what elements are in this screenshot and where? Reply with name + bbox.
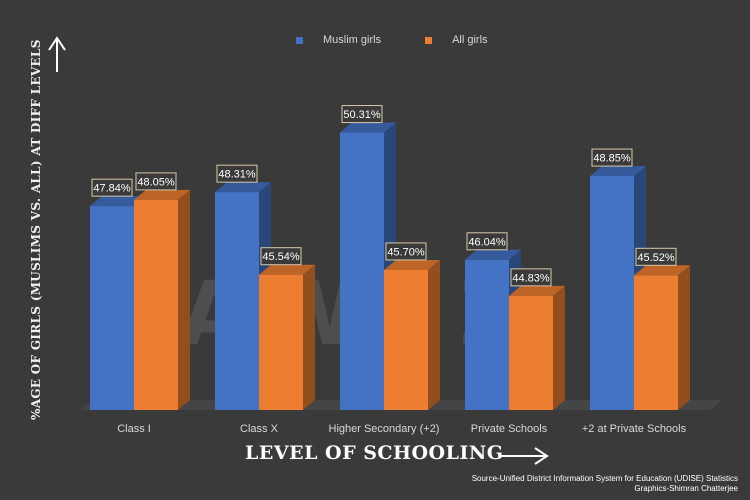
data-label-box-all-4 [635, 247, 677, 266]
bar-top-muslim-4 [590, 166, 646, 177]
data-label-muslim-3: 46.04% [468, 236, 506, 248]
source-credit: Source-Unified District Information Syst… [472, 474, 738, 494]
legend-label-all: All girls [452, 34, 488, 46]
data-label-box-muslim-4 [591, 148, 633, 167]
bar-muslim-2 [340, 132, 384, 410]
bar-top-all-1 [259, 264, 315, 275]
bar-side-all-1 [303, 264, 315, 410]
bar-muslim-3 [465, 259, 509, 410]
y-axis-arrow-head [48, 36, 66, 51]
x-tick-label-4: +2 at Private Schools [582, 423, 687, 435]
legend-item-all: All girls [425, 34, 488, 46]
legend-swatch-all [425, 36, 433, 44]
y-axis-label: %AGE OF GIRLS (MUSLIMS VS. ALL) AT DIFF … [29, 39, 43, 420]
data-label-muslim-2: 50.31% [343, 109, 381, 121]
data-label-box-all-0 [135, 172, 177, 191]
bar-muslim-4 [590, 176, 634, 410]
x-axis-label-text: LEVEL OF SCHOOLING [245, 442, 504, 464]
bar-top-muslim-1 [215, 182, 271, 193]
bar-top-all-2 [384, 259, 440, 270]
data-label-all-3: 44.83% [512, 272, 550, 284]
x-tick-label-1: Class X [240, 423, 279, 435]
x-tick-label-2: Higher Secondary (+2) [329, 423, 440, 435]
data-label-all-2: 45.70% [387, 246, 425, 258]
data-label-muslim-1: 48.31% [218, 169, 256, 181]
legend-swatch-muslim [296, 36, 303, 44]
data-label-muslim-0: 47.84% [93, 183, 131, 195]
bar-side-all-0 [178, 189, 190, 410]
bar-top-all-0 [134, 189, 190, 200]
data-label-all-4: 45.52% [637, 252, 675, 264]
data-label-all-0: 48.05% [137, 176, 175, 188]
bar-all-2 [384, 269, 428, 410]
x-axis-label: LEVEL OF SCHOOLING [245, 442, 503, 464]
credit-line: Graphics-Shimran Chatterjee [634, 484, 738, 493]
data-label-box-all-2 [385, 242, 427, 261]
data-label-box-muslim-3 [466, 232, 508, 251]
data-label-all-1: 45.54% [262, 251, 300, 263]
data-label-box-all-3 [510, 268, 552, 287]
source-line: Source-Unified District Information Syst… [471, 474, 738, 483]
x-axis-arrow-head [534, 447, 549, 465]
bar-muslim-1 [215, 192, 259, 410]
data-label-muslim-4: 48.85% [593, 153, 631, 165]
bar-all-4 [634, 275, 678, 410]
bar-top-all-3 [509, 285, 565, 296]
x-tick-label-3: Private Schools [471, 423, 548, 435]
data-label-box-muslim-0 [91, 178, 133, 197]
data-label-box-all-1 [260, 247, 302, 266]
bar-all-1 [259, 274, 303, 410]
bar-top-all-4 [634, 265, 690, 276]
x-tick-label-0: Class I [117, 423, 151, 435]
bar-top-muslim-3 [465, 249, 521, 260]
legend-item-muslim: Muslim girls [296, 34, 381, 46]
bar-all-3 [509, 295, 553, 410]
data-label-box-muslim-1 [216, 164, 258, 183]
bar-all-0 [134, 199, 178, 410]
bar-top-muslim-2 [340, 122, 396, 133]
bar-side-all-3 [553, 285, 565, 410]
legend-label-muslim: Muslim girls [323, 34, 382, 46]
bar-side-all-2 [428, 259, 440, 410]
bar-muslim-0 [90, 206, 134, 410]
bar-side-all-4 [678, 265, 690, 410]
data-label-box-muslim-2 [341, 105, 383, 124]
bar-top-muslim-0 [90, 196, 146, 207]
legend: Muslim girls All girls [296, 34, 488, 46]
